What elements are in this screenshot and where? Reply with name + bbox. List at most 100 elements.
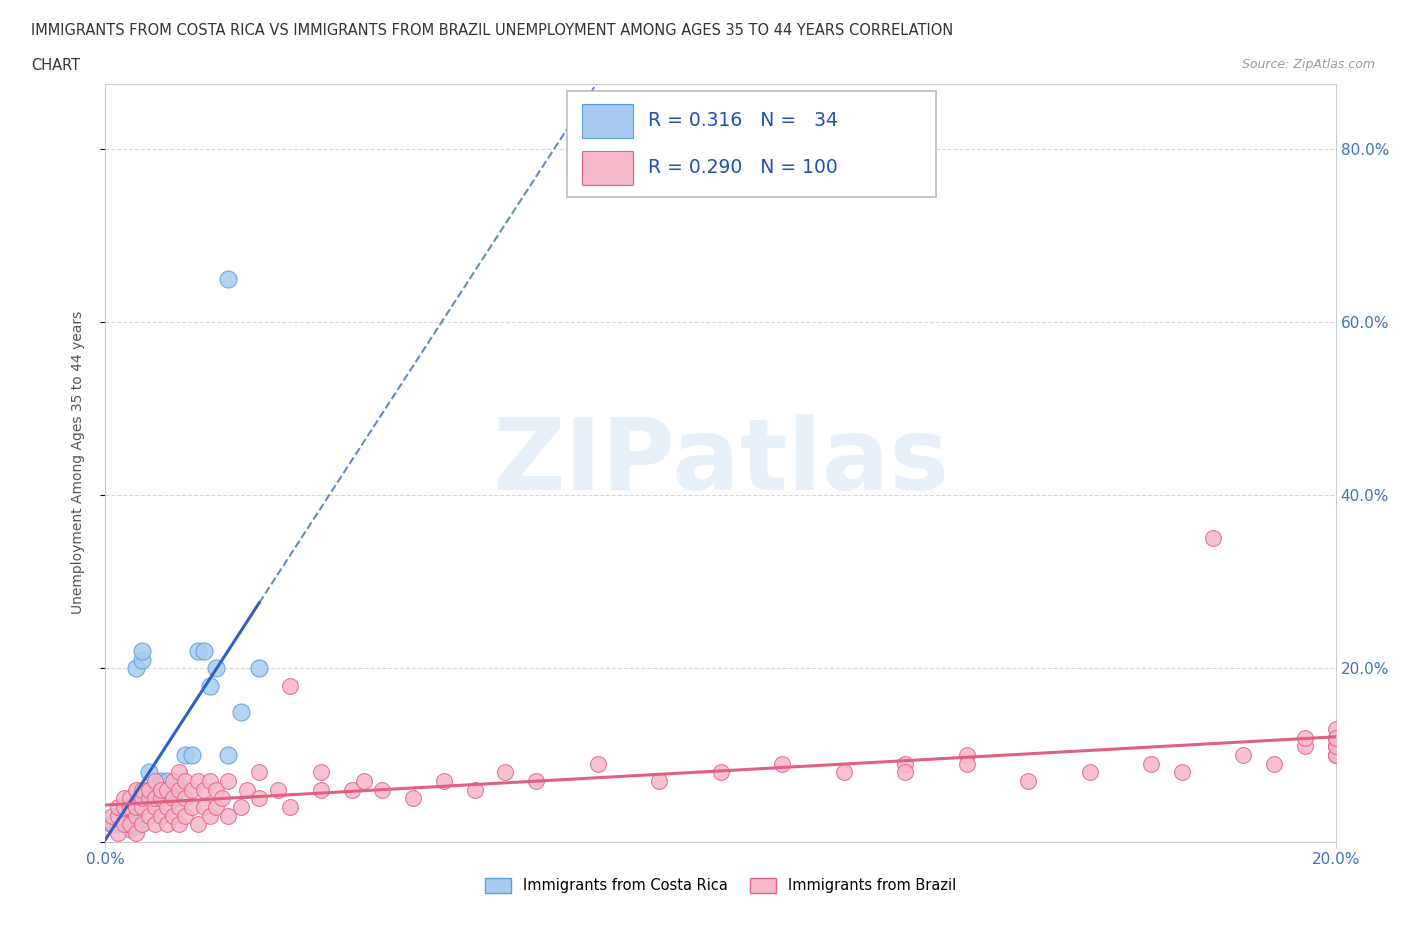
Point xyxy=(180,800,202,815)
Point xyxy=(138,764,160,779)
Point xyxy=(169,764,191,779)
Point xyxy=(169,800,191,815)
Point xyxy=(112,800,135,815)
Point xyxy=(309,782,332,797)
Point xyxy=(174,790,197,805)
Point xyxy=(156,782,179,797)
Point xyxy=(131,800,153,815)
Point xyxy=(1263,756,1285,771)
Point xyxy=(125,782,148,797)
Point xyxy=(353,774,375,789)
Point xyxy=(956,756,979,771)
Point xyxy=(1294,739,1316,754)
Point xyxy=(267,782,290,797)
Text: CHART: CHART xyxy=(31,58,80,73)
Point xyxy=(162,808,184,823)
Point xyxy=(138,782,160,797)
Point xyxy=(1294,730,1316,745)
Point xyxy=(162,790,184,805)
Point xyxy=(143,790,166,805)
Point xyxy=(174,748,197,763)
Point xyxy=(770,756,793,771)
Point xyxy=(149,782,172,797)
Point xyxy=(1017,774,1039,789)
Point xyxy=(433,774,456,789)
Point xyxy=(107,800,129,815)
Point xyxy=(138,790,160,805)
Point xyxy=(120,817,141,831)
Point xyxy=(1324,748,1347,763)
Point xyxy=(143,790,166,805)
Point xyxy=(169,817,191,831)
Point xyxy=(648,774,671,789)
Point xyxy=(187,644,209,658)
Point xyxy=(464,782,486,797)
Point xyxy=(229,800,252,815)
Point xyxy=(193,644,215,658)
Point xyxy=(205,661,228,676)
Point xyxy=(187,774,209,789)
Point xyxy=(193,800,215,815)
Point xyxy=(278,678,301,693)
Point xyxy=(138,782,160,797)
Point xyxy=(229,704,252,719)
Point xyxy=(125,826,148,841)
Point xyxy=(247,790,270,805)
Point xyxy=(169,782,191,797)
Point xyxy=(309,764,332,779)
Point xyxy=(956,748,979,763)
Point xyxy=(156,800,179,815)
Point xyxy=(125,818,148,833)
Point xyxy=(187,817,209,831)
Point xyxy=(149,774,172,789)
Point xyxy=(107,808,129,823)
Point xyxy=(1324,730,1347,745)
Point xyxy=(143,774,166,789)
Point xyxy=(1324,739,1347,754)
Point xyxy=(156,817,179,831)
Point xyxy=(100,817,122,831)
Point xyxy=(236,782,259,797)
Point xyxy=(107,817,129,831)
Point xyxy=(131,790,153,805)
Text: IMMIGRANTS FROM COSTA RICA VS IMMIGRANTS FROM BRAZIL UNEMPLOYMENT AMONG AGES 35 : IMMIGRANTS FROM COSTA RICA VS IMMIGRANTS… xyxy=(31,23,953,38)
Point xyxy=(586,756,609,771)
Point xyxy=(149,790,172,805)
Point xyxy=(205,782,228,797)
Point xyxy=(710,764,733,779)
Point xyxy=(1232,748,1254,763)
Point xyxy=(180,782,202,797)
Point xyxy=(143,817,166,831)
Point xyxy=(211,790,233,805)
Point xyxy=(125,808,148,823)
Point xyxy=(218,774,240,789)
Point xyxy=(125,661,148,676)
Point xyxy=(1324,748,1347,763)
Point xyxy=(402,790,425,805)
Point xyxy=(247,764,270,779)
Point xyxy=(180,748,202,763)
Point xyxy=(198,808,221,823)
Text: ZIPatlas: ZIPatlas xyxy=(492,414,949,512)
Point xyxy=(1324,748,1347,763)
Legend: Immigrants from Costa Rica, Immigrants from Brazil: Immigrants from Costa Rica, Immigrants f… xyxy=(479,871,962,898)
Point xyxy=(107,808,129,823)
Point xyxy=(1324,730,1347,745)
Point xyxy=(112,790,135,805)
Point xyxy=(1171,764,1194,779)
Point xyxy=(1324,739,1347,754)
Point xyxy=(218,272,240,286)
Point xyxy=(340,782,363,797)
Point xyxy=(120,817,141,831)
Point xyxy=(174,808,197,823)
Point xyxy=(494,764,516,779)
Point xyxy=(198,678,221,693)
Point xyxy=(143,800,166,815)
Point xyxy=(149,777,172,792)
Point xyxy=(131,652,153,667)
Point xyxy=(120,800,141,815)
Point xyxy=(112,808,135,823)
Point xyxy=(131,644,153,658)
Point xyxy=(120,790,141,805)
Point xyxy=(371,782,394,797)
